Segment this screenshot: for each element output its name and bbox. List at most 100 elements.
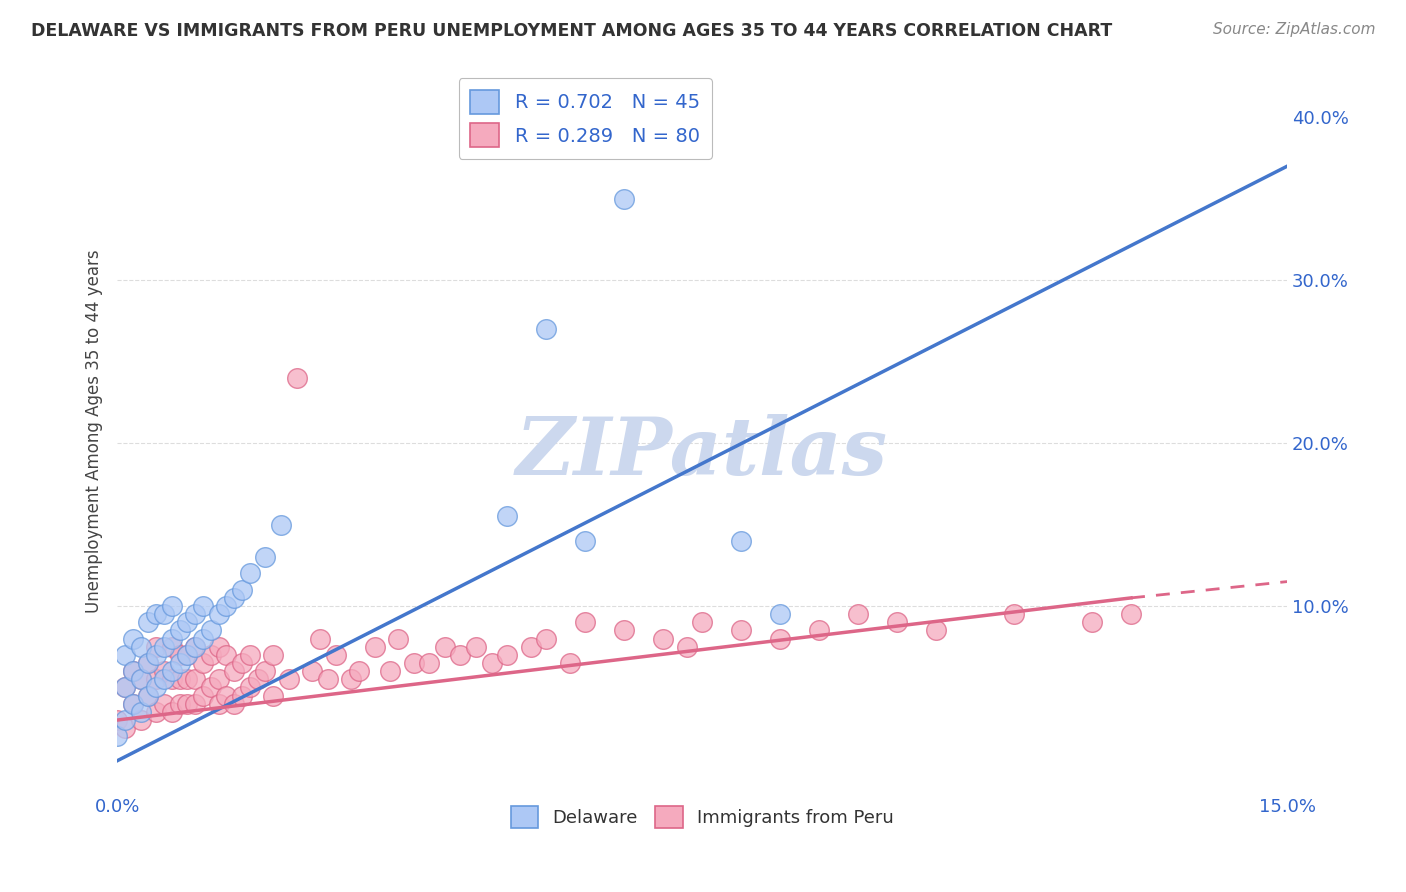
Point (114, 721, 136, 735)
Legend: Delaware, Immigrants from Peru: Delaware, Immigrants from Peru (503, 798, 901, 835)
Point (207, 697, 229, 711)
Point (114, 713, 136, 727)
Point (301, 664, 323, 678)
Point (176, 697, 198, 711)
Point (184, 673, 207, 687)
Point (652, 632, 675, 646)
Point (145, 681, 167, 695)
Point (309, 632, 332, 646)
Point (558, 656, 581, 670)
Point (340, 673, 363, 687)
Point (200, 681, 222, 695)
Point (191, 656, 214, 670)
Point (254, 550, 277, 565)
Point (481, 656, 503, 670)
Point (138, 689, 160, 703)
Point (160, 599, 183, 613)
Point (176, 615, 198, 630)
Point (316, 673, 339, 687)
Text: DELAWARE VS IMMIGRANTS FROM PERU UNEMPLOYMENT AMONG AGES 35 TO 44 YEARS CORRELAT: DELAWARE VS IMMIGRANTS FROM PERU UNEMPLO… (31, 22, 1112, 40)
Point (769, 607, 792, 622)
Point (153, 673, 176, 687)
Point (138, 656, 160, 670)
Point (574, 533, 596, 548)
Point (105, 729, 128, 743)
Point (191, 599, 214, 613)
Point (239, 648, 262, 662)
Point (207, 673, 229, 687)
Point (145, 640, 167, 654)
Point (363, 640, 385, 654)
Point (191, 689, 214, 703)
Point (114, 681, 136, 695)
Point (207, 607, 229, 622)
Point (169, 673, 191, 687)
Point (690, 615, 713, 630)
Point (378, 664, 401, 678)
Point (534, 322, 557, 336)
Point (114, 648, 136, 662)
Point (169, 697, 191, 711)
Text: ZIPatlas: ZIPatlas (516, 414, 889, 491)
Point (145, 705, 167, 719)
Point (239, 566, 262, 581)
Point (262, 648, 284, 662)
Point (121, 697, 143, 711)
Point (285, 371, 308, 385)
Point (496, 648, 519, 662)
Y-axis label: Unemployment Among Ages 35 to 44 years: Unemployment Among Ages 35 to 44 years (86, 249, 103, 613)
Point (121, 664, 143, 678)
Point (215, 599, 238, 613)
Point (184, 640, 207, 654)
Point (160, 632, 183, 646)
Point (105, 713, 128, 727)
Point (184, 640, 207, 654)
Point (418, 656, 440, 670)
Point (145, 648, 167, 662)
Point (145, 607, 167, 622)
Point (215, 648, 238, 662)
Point (433, 640, 456, 654)
Point (176, 648, 198, 662)
Point (129, 640, 152, 654)
Point (138, 689, 160, 703)
Point (254, 664, 277, 678)
Point (730, 624, 752, 638)
Point (846, 607, 869, 622)
Point (534, 632, 557, 646)
Point (387, 632, 409, 646)
Point (402, 656, 425, 670)
Point (160, 640, 183, 654)
Point (262, 689, 284, 703)
Point (574, 615, 596, 630)
Point (1081, 615, 1104, 630)
Point (153, 607, 176, 622)
Text: Source: ZipAtlas.com: Source: ZipAtlas.com (1212, 22, 1375, 37)
Point (129, 673, 152, 687)
Point (886, 615, 908, 630)
Point (160, 705, 183, 719)
Point (114, 681, 136, 695)
Point (270, 517, 292, 532)
Point (207, 640, 229, 654)
Point (169, 624, 191, 638)
Point (519, 640, 541, 654)
Point (1002, 607, 1025, 622)
Point (325, 648, 347, 662)
Point (153, 664, 176, 678)
Point (215, 689, 238, 703)
Point (690, 127, 713, 141)
Point (231, 656, 253, 670)
Point (224, 591, 246, 605)
Point (675, 640, 697, 654)
Point (449, 648, 471, 662)
Point (184, 607, 207, 622)
Point (200, 624, 222, 638)
Point (808, 624, 831, 638)
Point (121, 664, 143, 678)
Point (121, 632, 143, 646)
Point (153, 640, 176, 654)
Point (200, 648, 222, 662)
Point (184, 697, 207, 711)
Point (613, 192, 636, 206)
